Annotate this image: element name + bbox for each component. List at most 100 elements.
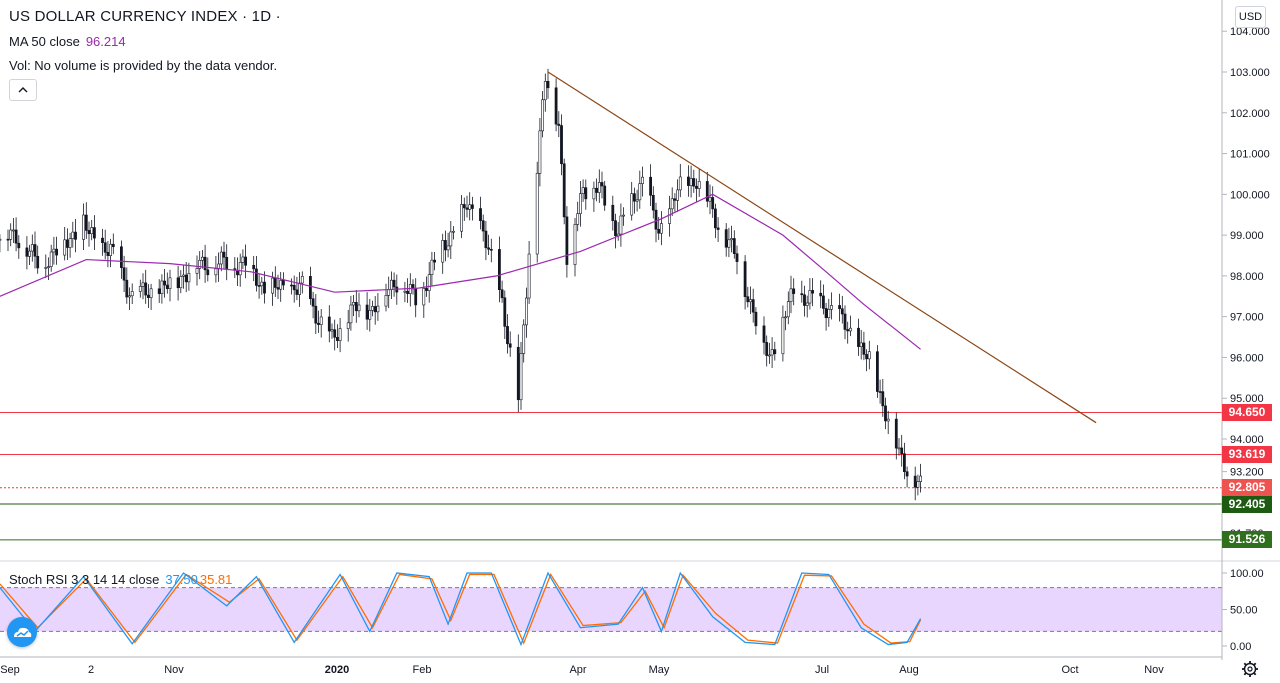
candle — [90, 219, 94, 241]
x-tick-label: Oct — [1061, 664, 1078, 676]
x-tick-label: Feb — [413, 664, 432, 676]
candle — [481, 214, 485, 242]
candle — [894, 412, 898, 460]
candle — [805, 295, 809, 318]
candle — [595, 178, 599, 202]
stoch-rsi-label: Stoch RSI 3 3 14 14 close — [9, 572, 160, 587]
y-tick-label: 100.000 — [1230, 189, 1270, 201]
candle — [0, 234, 2, 253]
collapse-legend-button[interactable] — [9, 79, 37, 101]
candle — [827, 298, 831, 327]
price-tag-93619: 93.619 — [1222, 446, 1272, 464]
y-tick-label: 97.000 — [1230, 312, 1264, 324]
candle — [9, 223, 13, 247]
candle — [6, 229, 10, 252]
stoch-rsi-d-value: 35.81 — [199, 572, 233, 587]
stoch-rsi-panel[interactable]: 100.00 50.00 0.00 — [0, 560, 1280, 660]
x-tick-label: May — [649, 664, 670, 676]
candle — [241, 249, 245, 270]
x-tick-label: Sep — [0, 664, 20, 676]
candle — [430, 251, 434, 286]
candle — [263, 271, 266, 304]
candle — [44, 254, 48, 279]
candle — [821, 284, 825, 315]
candle — [616, 221, 620, 241]
y-tick-label: 95.000 — [1230, 393, 1264, 405]
gear-icon[interactable] — [1241, 660, 1259, 678]
candle — [619, 203, 623, 247]
candle — [352, 295, 356, 317]
candle — [857, 318, 860, 356]
candle — [905, 466, 909, 488]
candle — [222, 241, 226, 269]
candle — [198, 251, 202, 280]
candle — [603, 180, 607, 211]
candle — [919, 463, 923, 493]
candle — [649, 164, 653, 207]
candle — [74, 219, 77, 253]
candle — [516, 334, 520, 413]
candle — [281, 272, 285, 290]
candle — [635, 189, 639, 212]
chart-title: US DOLLAR CURRENCY INDEX · 1D · — [9, 8, 281, 25]
candle — [751, 288, 755, 323]
y-tick-label: 93.200 — [1230, 467, 1264, 479]
candle — [611, 195, 615, 231]
x-tick-label: Nov — [164, 664, 184, 676]
candle — [560, 114, 563, 176]
candle — [433, 252, 437, 271]
candle — [33, 231, 37, 269]
candle — [68, 232, 72, 258]
candle — [365, 292, 369, 330]
candle — [408, 273, 412, 307]
candle — [141, 273, 145, 300]
candle — [465, 195, 469, 218]
ma-legend[interactable]: MA 50 close 96.214 — [9, 34, 126, 49]
candle — [462, 197, 466, 221]
candle — [184, 261, 188, 293]
candle — [811, 278, 815, 307]
candle — [792, 278, 796, 306]
candle — [214, 255, 218, 283]
candle — [762, 316, 766, 355]
chevron-up-icon — [18, 87, 28, 93]
candle — [865, 349, 869, 372]
candle — [346, 309, 350, 342]
candle — [236, 257, 239, 287]
x-tick-label: Jul — [815, 664, 829, 676]
candle — [149, 283, 153, 311]
candle — [705, 172, 709, 208]
candle — [63, 226, 67, 261]
candle — [713, 203, 717, 239]
price-chart[interactable]: 104.000 103.000 102.000 101.000 100.000 99.00… — [0, 0, 1280, 560]
trend-line[interactable] — [547, 71, 1097, 424]
candle — [252, 255, 256, 282]
candle — [875, 345, 879, 398]
currency-button[interactable]: USD — [1235, 6, 1266, 28]
candle — [527, 240, 531, 304]
price-tag-last: 92.805 — [1222, 479, 1272, 497]
candle — [881, 378, 885, 417]
tradingview-logo[interactable] — [7, 617, 37, 647]
candle — [497, 236, 501, 303]
candle — [411, 279, 415, 295]
candle — [824, 302, 828, 331]
candle — [800, 280, 804, 303]
candle — [730, 225, 734, 253]
candle — [538, 118, 542, 187]
stoch-rsi-k-value: 37.50 — [165, 572, 198, 587]
time-axis[interactable]: Sep 2 Nov 2020 Feb Apr May Jul Aug Oct Nov — [0, 656, 1280, 680]
candle — [25, 236, 29, 270]
candle — [546, 68, 550, 99]
candle — [524, 287, 528, 338]
candle — [592, 181, 596, 212]
candle — [290, 278, 293, 295]
candle — [357, 292, 361, 318]
candle — [452, 226, 455, 240]
candle — [500, 280, 504, 303]
stoch-rsi-legend[interactable]: Stoch RSI 3 3 14 14 close 37.50 35.81 — [9, 572, 232, 587]
candle — [273, 266, 277, 297]
candle — [319, 309, 323, 338]
candle — [168, 269, 172, 302]
candle — [130, 283, 134, 305]
